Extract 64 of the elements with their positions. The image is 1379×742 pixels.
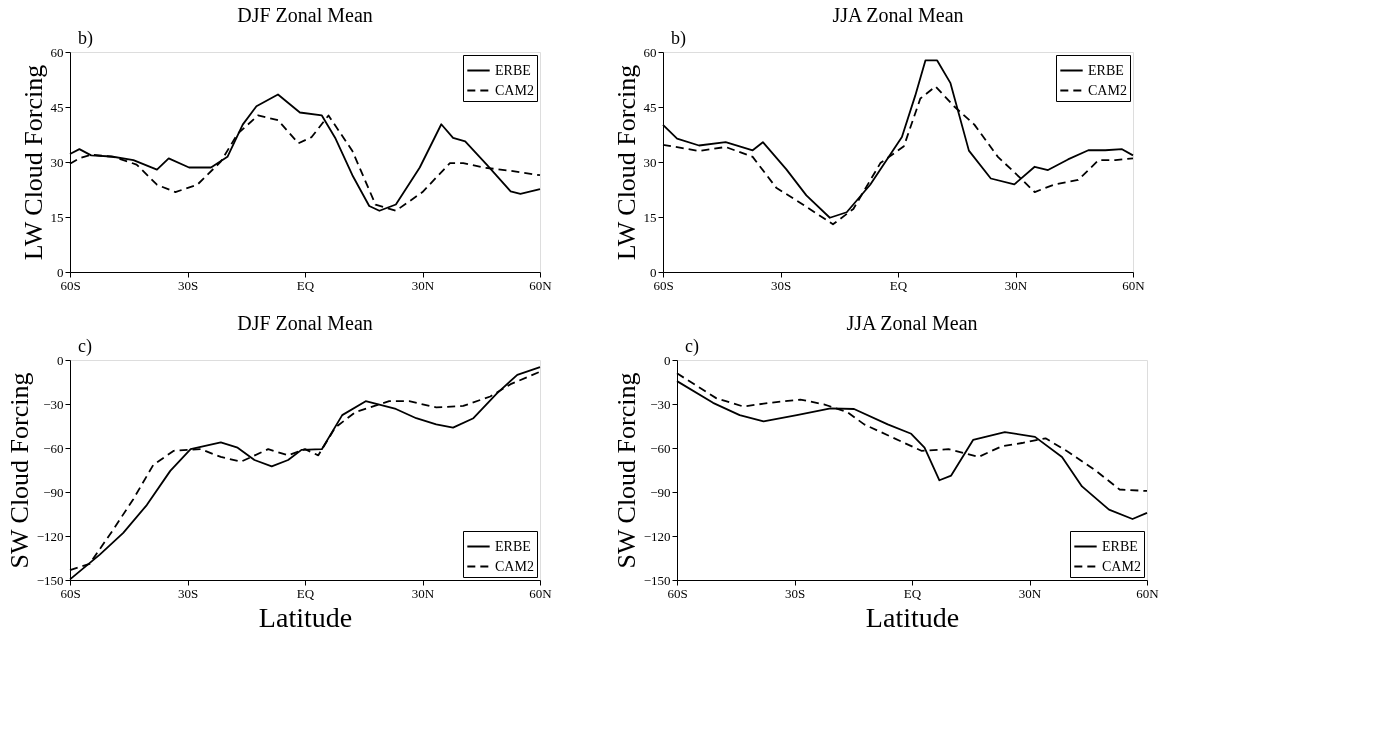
y-tick-label: −150 xyxy=(36,572,64,588)
x-tick-label: EQ xyxy=(889,277,908,293)
y-tick-label: −90 xyxy=(650,484,671,500)
legend-label: CAM2 xyxy=(495,82,534,98)
y-tick-label: −90 xyxy=(43,484,64,500)
text: b) xyxy=(78,28,93,49)
y-tick-label: 0 xyxy=(664,352,671,368)
y-tick-label: 0 xyxy=(57,352,64,368)
x-tick-label: 60N xyxy=(529,277,553,293)
x-tick-label: 60N xyxy=(529,585,553,601)
y-tick-label: 30 xyxy=(643,154,657,170)
x-tick-label: 60N xyxy=(1122,277,1146,293)
y-tick-label: −120 xyxy=(643,528,671,544)
x-axis-title: Latitude xyxy=(865,601,960,633)
y-tick-label: −120 xyxy=(36,528,64,544)
chart-title: JJA Zonal Mean xyxy=(832,4,964,26)
y-tick-label: 15 xyxy=(643,209,657,225)
x-tick-label: 30S xyxy=(177,277,199,293)
legend-label: CAM2 xyxy=(1088,82,1127,98)
x-tick-label: 30S xyxy=(177,585,199,601)
y-tick-label: 15 xyxy=(50,209,64,225)
x-tick-label: 30N xyxy=(411,277,435,293)
legend-label: CAM2 xyxy=(495,558,534,574)
chart-title: DJF Zonal Mean xyxy=(237,312,373,334)
legend-label: ERBE xyxy=(1102,538,1138,554)
y-tick-label: 60 xyxy=(50,44,64,60)
chart-title: JJA Zonal Mean xyxy=(846,312,978,334)
y-axis-title: LW Cloud Forcing xyxy=(611,64,641,261)
y-tick-label: −60 xyxy=(43,440,64,456)
x-tick-label: 60S xyxy=(653,277,674,293)
y-tick-label: 0 xyxy=(57,264,64,280)
y-tick-label: −60 xyxy=(650,440,671,456)
y-tick-label: −30 xyxy=(650,396,671,412)
y-tick-label: 45 xyxy=(643,99,657,115)
x-tick-label: 60N xyxy=(1136,585,1160,601)
x-tick-label: EQ xyxy=(296,585,315,601)
x-tick-label: 30N xyxy=(1018,585,1042,601)
y-tick-label: 45 xyxy=(50,99,64,115)
chart-title: DJF Zonal Mean xyxy=(237,4,373,26)
legend-label: ERBE xyxy=(495,538,531,554)
x-axis-title: Latitude xyxy=(258,601,353,633)
x-tick-label: 60S xyxy=(667,585,688,601)
y-axis-title: SW Cloud Forcing xyxy=(4,372,34,569)
text: c) xyxy=(78,336,92,357)
x-tick-label: EQ xyxy=(296,277,315,293)
x-tick-label: 30N xyxy=(1004,277,1028,293)
x-tick-label: 60S xyxy=(60,277,81,293)
y-tick-label: 0 xyxy=(650,264,657,280)
x-tick-label: 30N xyxy=(411,585,435,601)
text: c) xyxy=(685,336,699,357)
y-tick-label: −30 xyxy=(43,396,64,412)
legend-label: ERBE xyxy=(495,62,531,78)
x-tick-label: 60S xyxy=(60,585,81,601)
x-tick-label: EQ xyxy=(903,585,922,601)
y-axis-title: LW Cloud Forcing xyxy=(18,64,48,261)
y-axis-title: SW Cloud Forcing xyxy=(611,372,641,569)
text: b) xyxy=(671,28,686,49)
legend-label: CAM2 xyxy=(1102,558,1141,574)
x-tick-label: 30S xyxy=(784,585,806,601)
y-tick-label: 30 xyxy=(50,154,64,170)
legend-label: ERBE xyxy=(1088,62,1124,78)
x-tick-label: 30S xyxy=(770,277,792,293)
y-tick-label: −150 xyxy=(643,572,671,588)
y-tick-label: 60 xyxy=(643,44,657,60)
